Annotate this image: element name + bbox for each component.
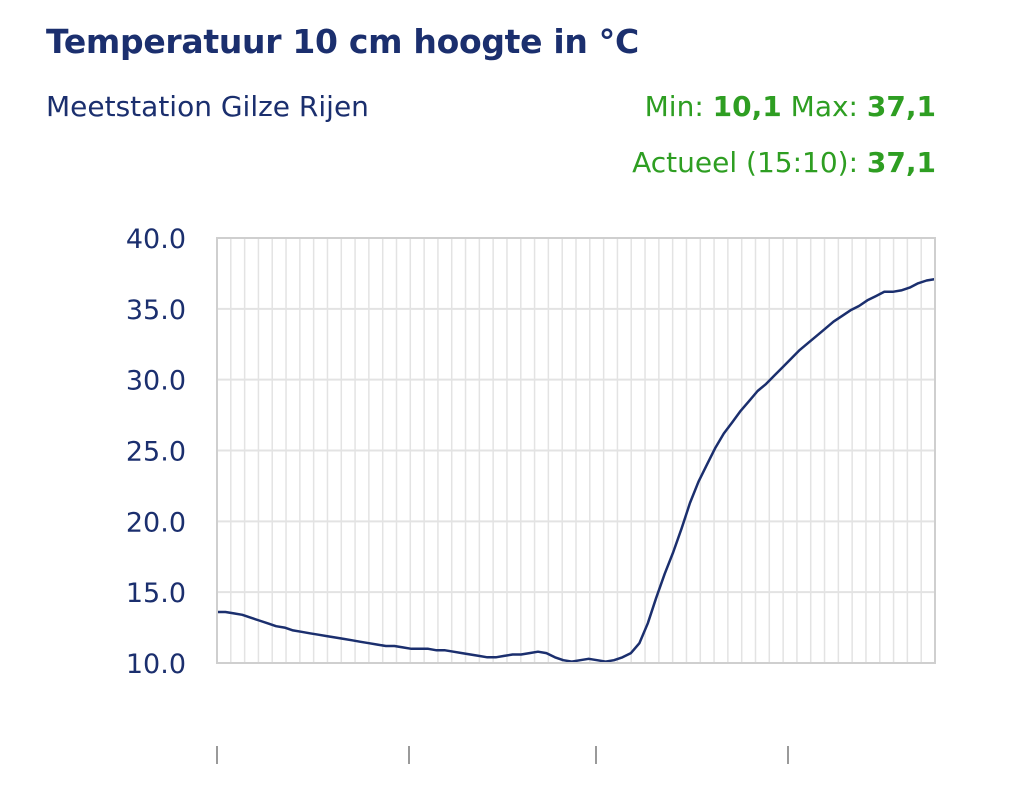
x-axis-ticks [216,746,789,764]
min-value: 10,1 [712,90,782,123]
y-axis: 10.0 15.0 20.0 25.0 30.0 35.0 40.0 [126,224,186,680]
y-tick-label: 15.0 [126,578,186,609]
min-max-stats: Min: 10,1 Max: 37,1 [645,90,936,123]
y-tick-label: 10.0 [126,649,186,680]
station-name: Meetstation Gilze Rijen [46,90,369,123]
max-value: 37,1 [866,90,936,123]
series-group [217,277,936,663]
current-value: 37,1 [866,146,936,179]
plot-frame [216,237,936,664]
y-tick-label: 35.0 [126,295,186,326]
y-tick-label: 20.0 [126,507,186,538]
chart-title: Temperatuur 10 cm hoogte in °C [46,22,639,61]
current-stats: Actueel (15:10): 37,1 [632,146,936,179]
chart-grid [217,237,935,664]
y-tick-label: 30.0 [126,366,186,397]
max-label: Max: [790,90,858,123]
temperature-series-line [217,277,936,663]
current-label: Actueel (15:10): [632,146,858,179]
y-tick-label: 25.0 [126,437,186,468]
y-tick-label: 40.0 [126,224,186,255]
min-label: Min: [644,90,704,123]
